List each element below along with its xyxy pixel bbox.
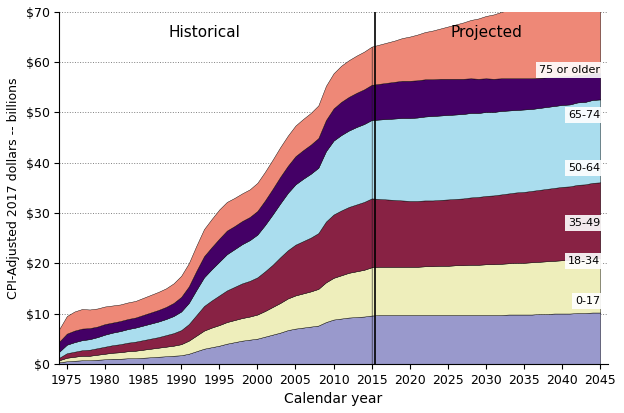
Text: Historical: Historical <box>168 24 240 40</box>
X-axis label: Calendar year: Calendar year <box>285 392 383 406</box>
Text: 18-34: 18-34 <box>568 256 600 266</box>
Text: 50-64: 50-64 <box>568 163 600 173</box>
Text: 65-74: 65-74 <box>568 110 600 120</box>
Text: 75 or older: 75 or older <box>539 65 600 75</box>
Y-axis label: CPI-Adjusted 2017 dollars -- billions: CPI-Adjusted 2017 dollars -- billions <box>7 77 20 299</box>
Text: 0-17: 0-17 <box>575 296 600 306</box>
Text: 35-49: 35-49 <box>568 218 600 228</box>
Text: Projected: Projected <box>450 24 522 40</box>
